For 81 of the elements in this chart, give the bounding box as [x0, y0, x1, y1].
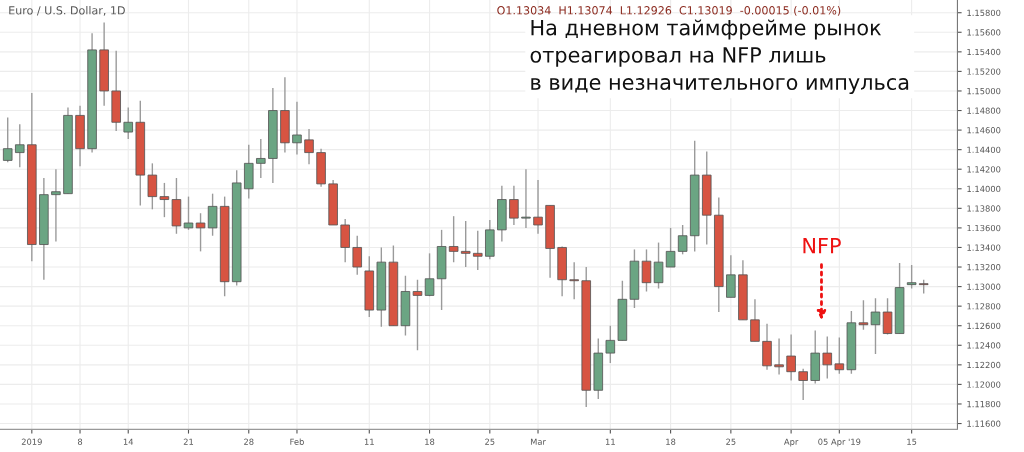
candlestick [786, 333, 796, 382]
candlestick [460, 220, 471, 268]
candlestick [123, 106, 133, 140]
candlestick [509, 185, 519, 226]
x-tick-label: Feb [290, 438, 304, 445]
annotation: NFP [803, 238, 841, 254]
x-tick-label: 11 [364, 438, 374, 445]
x-tick-label: 11 [605, 438, 615, 445]
candlestick [147, 162, 158, 211]
candlestick [304, 128, 314, 166]
y-tick-label: 1.14400 [967, 146, 1001, 153]
x-tick-label: 21 [183, 438, 194, 445]
y-tick-label: 1.15800 [967, 9, 1001, 16]
candlestick [424, 252, 435, 298]
candlestick [159, 182, 170, 218]
y-tick-label: 1.12400 [967, 342, 1001, 349]
candlestick [183, 195, 194, 231]
candlestick [870, 297, 881, 355]
candlestick [292, 101, 302, 156]
candlestick [750, 298, 760, 343]
x-tick-label: 14 [123, 438, 134, 445]
candlestick [569, 261, 579, 301]
y-tick-label: 1.14000 [967, 185, 1001, 193]
candlestick [352, 235, 362, 276]
candlestick [726, 254, 736, 299]
candlestick [774, 337, 784, 376]
candlestick [2, 116, 13, 164]
x-tick-label: 18 [425, 438, 435, 445]
candlestick [412, 279, 423, 351]
x-tick-label: Apr [783, 438, 799, 447]
candlestick [195, 212, 206, 253]
y-tick-label: 1.12800 [967, 303, 1001, 310]
candlestick [677, 224, 688, 256]
chart-title: Euro / U.S. Dollar, 1D [9, 5, 125, 16]
candlestick [521, 168, 531, 229]
y-tick-label: 1.12200 [967, 361, 1001, 369]
y-tick-label: 1.13600 [967, 224, 1001, 232]
candlestick [15, 123, 25, 168]
candlestick [822, 335, 833, 380]
x-tick-label: 25 [726, 438, 736, 445]
y-tick-label: 1.11800 [967, 400, 1001, 408]
y-tick-label: 1.15600 [967, 29, 1001, 36]
candlestick [858, 299, 869, 331]
y-tick-label: 1.13800 [967, 205, 1001, 212]
y-tick-label: 1.15200 [967, 68, 1001, 75]
candlestick [665, 227, 676, 268]
y-tick-label: 1.12600 [967, 322, 1001, 329]
candlestick [641, 248, 652, 293]
x-tick-label: 15 [907, 438, 917, 445]
candlestick [882, 297, 893, 336]
candlestick [448, 215, 459, 263]
candlestick [653, 241, 664, 290]
candlestick [207, 192, 218, 237]
y-tick-label: 1.15000 [967, 87, 1001, 95]
x-tick-label: 05 Apr '19 [818, 438, 861, 447]
x-tick-label: 28 [244, 438, 254, 445]
candlestick [340, 218, 350, 263]
annotation: O1.13034 H1.13074 L1.12926 C1.13019 -0.00015 (-0.01%) [497, 5, 841, 16]
y-tick-label: 1.14600 [967, 127, 1001, 134]
candlestick [798, 368, 808, 401]
candlestick [533, 179, 543, 235]
x-tick-label: Mar [530, 438, 546, 445]
y-tick-label: 1.15400 [967, 48, 1001, 56]
y-tick-label: 1.14800 [967, 107, 1001, 114]
y-tick-label: 1.11600 [967, 420, 1001, 427]
candlestick [256, 138, 266, 179]
annotation: На дневном таймфрейме рынок отреагировал на NFP лишь в виде незначительного импульса [530, 19, 909, 95]
x-tick-label: 18 [666, 438, 676, 445]
x-tick-label: 25 [485, 438, 495, 445]
candlestick [605, 325, 616, 364]
y-tick-label: 1.13000 [967, 283, 1001, 290]
candlestick [906, 264, 917, 290]
x-tick-label: 2019 [21, 438, 42, 445]
candlestick [51, 168, 61, 243]
candlestick [834, 336, 845, 375]
candlestick [473, 230, 483, 271]
y-tick-label: 1.14200 [967, 166, 1001, 173]
y-tick-label: 1.13400 [967, 244, 1001, 251]
x-tick-label: 8 [77, 438, 83, 445]
y-tick-label: 1.13200 [967, 264, 1001, 271]
y-tick-label: 1.12000 [967, 381, 1001, 388]
